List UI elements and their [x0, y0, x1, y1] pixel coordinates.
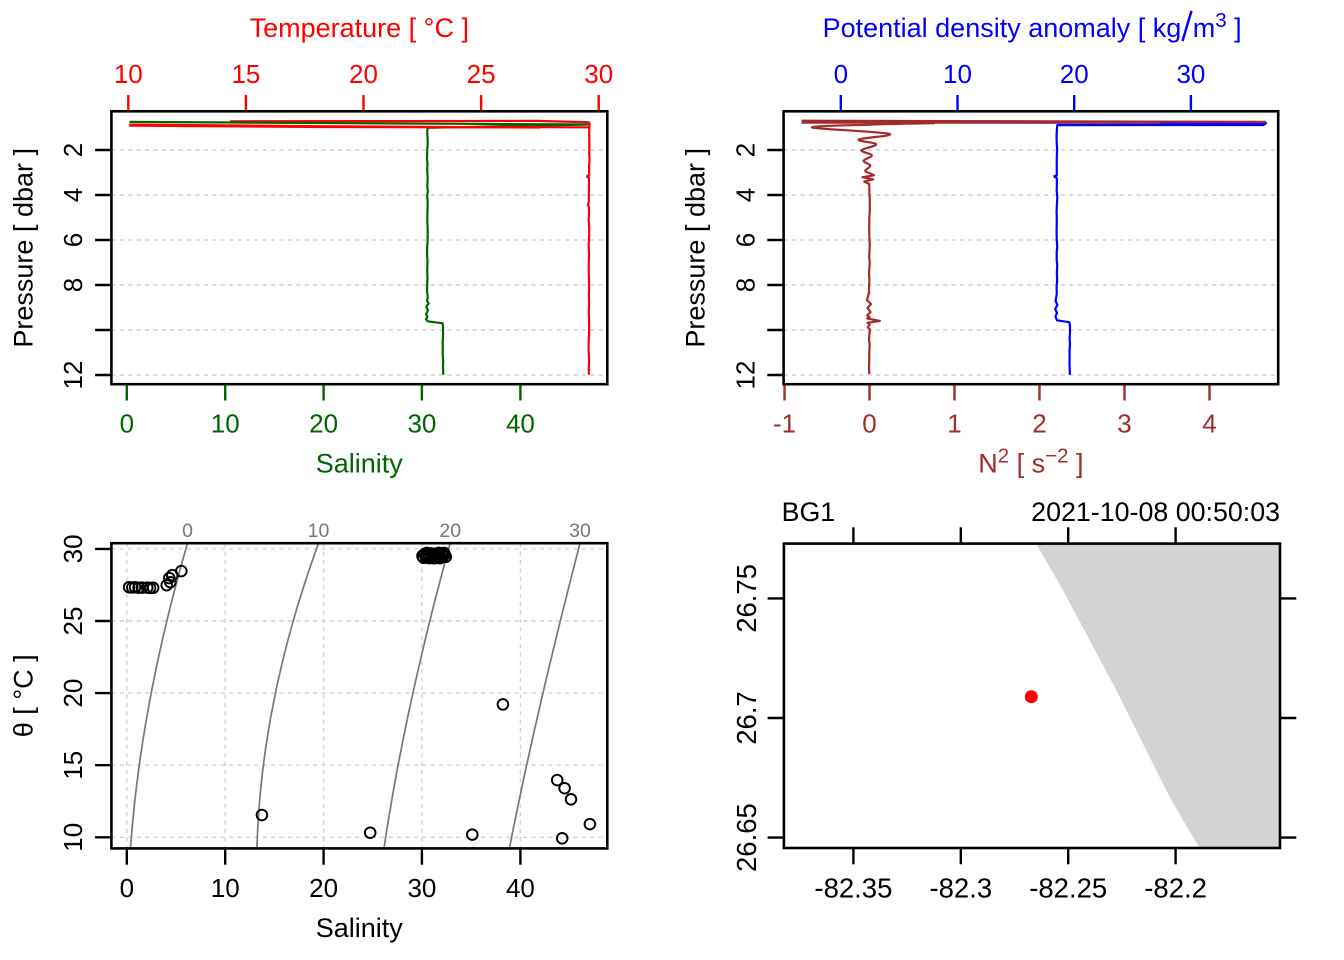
svg-text:15: 15 [231, 59, 260, 89]
svg-text:25: 25 [467, 59, 496, 89]
svg-text:10: 10 [114, 59, 143, 89]
svg-text:3: 3 [1117, 409, 1131, 439]
svg-text:-1: -1 [773, 409, 796, 439]
svg-text:30: 30 [58, 534, 88, 563]
svg-text:10: 10 [308, 520, 330, 542]
svg-text:30: 30 [407, 409, 436, 439]
svg-text:15: 15 [58, 751, 88, 780]
svg-text:30: 30 [407, 873, 436, 903]
svg-text:30: 30 [569, 520, 591, 542]
svg-text:0: 0 [120, 873, 134, 903]
svg-text:30: 30 [1176, 59, 1205, 89]
svg-text:40: 40 [506, 409, 535, 439]
svg-text:20: 20 [58, 679, 88, 708]
svg-text:2: 2 [58, 143, 88, 157]
svg-text:26.75: 26.75 [731, 564, 762, 633]
svg-text:40: 40 [506, 873, 535, 903]
svg-text:0: 0 [120, 409, 134, 439]
svg-text:4: 4 [1202, 409, 1216, 439]
svg-text:θ [ °C ]: θ [ °C ] [9, 654, 39, 737]
svg-text:25: 25 [58, 607, 88, 636]
svg-text:26.65: 26.65 [731, 803, 762, 872]
svg-text:20: 20 [349, 59, 378, 89]
svg-text:-82.25: -82.25 [1029, 872, 1107, 903]
svg-text:20: 20 [309, 873, 338, 903]
svg-text:30: 30 [584, 59, 613, 89]
svg-text:8: 8 [58, 278, 88, 292]
svg-text:10: 10 [211, 873, 240, 903]
svg-text:-82.2: -82.2 [1144, 872, 1207, 903]
svg-text:Potential density anomaly [ kg: Potential density anomaly [ kg [823, 13, 1182, 43]
svg-text:2: 2 [730, 143, 760, 157]
svg-text:26.7: 26.7 [731, 691, 762, 745]
svg-text:20: 20 [309, 409, 338, 439]
svg-text:20: 20 [439, 520, 461, 542]
svg-text:0: 0 [182, 520, 193, 542]
svg-text:20: 20 [1060, 59, 1089, 89]
svg-text:1: 1 [947, 409, 961, 439]
svg-text:0: 0 [834, 59, 848, 89]
svg-text:8: 8 [730, 278, 760, 292]
svg-text:12: 12 [730, 361, 760, 390]
svg-text:6: 6 [730, 233, 760, 247]
svg-text:2021-10-08 00:50:03: 2021-10-08 00:50:03 [1031, 497, 1280, 527]
svg-text:2: 2 [1032, 409, 1046, 439]
svg-text:Pressure [ dbar ]: Pressure [ dbar ] [9, 148, 39, 348]
svg-text:Pressure [ dbar ]: Pressure [ dbar ] [681, 148, 711, 348]
svg-text:6: 6 [58, 233, 88, 247]
svg-text:12: 12 [58, 361, 88, 390]
svg-text:BG1: BG1 [782, 497, 836, 527]
svg-text:-82.35: -82.35 [814, 872, 892, 903]
svg-text:Salinity: Salinity [316, 449, 404, 479]
svg-text:4: 4 [730, 188, 760, 202]
svg-text:10: 10 [943, 59, 972, 89]
svg-text:4: 4 [58, 188, 88, 202]
svg-text:0: 0 [862, 409, 876, 439]
svg-text:Salinity: Salinity [316, 913, 404, 943]
svg-text:10: 10 [58, 823, 88, 852]
svg-text:Temperature [ °C ]: Temperature [ °C ] [250, 13, 469, 43]
svg-text:N2 [ s−2 ]: N2 [ s−2 ] [978, 444, 1083, 478]
svg-text:-82.3: -82.3 [929, 872, 992, 903]
svg-text:10: 10 [211, 409, 240, 439]
